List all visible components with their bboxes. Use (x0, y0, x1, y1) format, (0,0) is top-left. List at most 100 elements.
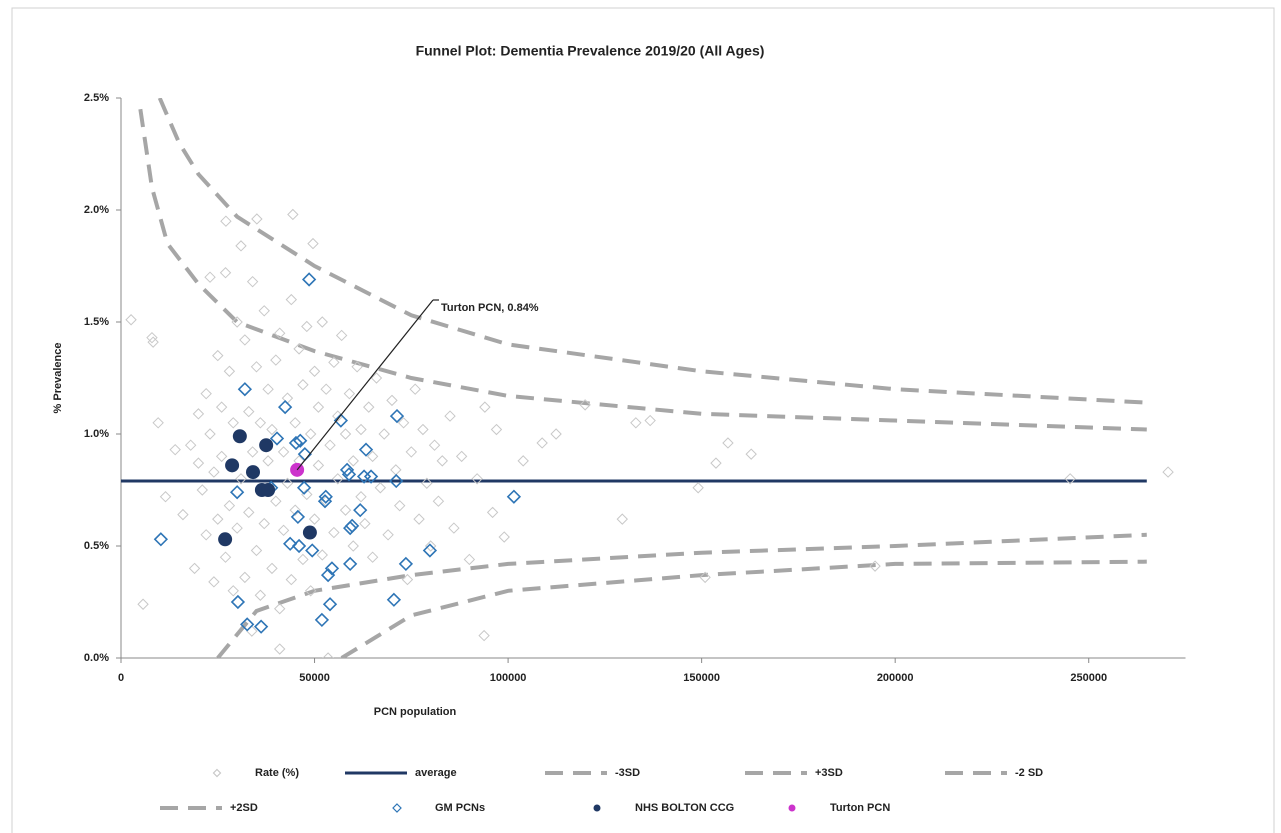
legend-label: GM PCNs (435, 802, 485, 814)
point (125, 314, 137, 326)
point (243, 506, 255, 519)
point (347, 540, 359, 552)
point (308, 365, 321, 377)
point (302, 525, 317, 540)
point (308, 513, 321, 525)
point (215, 401, 228, 413)
point (262, 455, 274, 467)
point (363, 401, 375, 413)
point (355, 491, 367, 503)
point (490, 423, 503, 436)
legend-label: average (415, 767, 457, 779)
point (204, 428, 216, 440)
point (296, 480, 312, 495)
x-tick-label: 150000 (683, 672, 720, 684)
point (251, 213, 263, 225)
point (262, 383, 274, 395)
point (259, 438, 274, 453)
legend-label: -3SD (615, 767, 640, 779)
point (277, 446, 290, 458)
point (192, 457, 205, 469)
point (304, 585, 317, 597)
legend-label: NHS BOLTON CCG (635, 802, 734, 814)
point (281, 477, 294, 489)
point (374, 482, 387, 494)
y-tick-label: 0.0% (84, 652, 109, 664)
point (745, 448, 757, 460)
point (486, 506, 499, 519)
point (153, 532, 169, 547)
point (243, 405, 255, 418)
point (239, 571, 251, 584)
point (710, 457, 722, 469)
point (305, 543, 320, 558)
point (370, 372, 383, 384)
point (314, 612, 330, 628)
point (324, 439, 336, 451)
point (322, 597, 338, 612)
point (289, 417, 301, 429)
x-tick-label: 100000 (490, 672, 527, 684)
point (274, 327, 286, 339)
point (444, 410, 456, 422)
point (428, 439, 441, 451)
point (250, 544, 263, 557)
point (169, 443, 181, 456)
point (378, 428, 390, 440)
point (152, 417, 164, 429)
point (630, 417, 642, 429)
point (254, 589, 267, 601)
point (287, 208, 299, 221)
point (536, 437, 548, 449)
point (231, 316, 243, 328)
x-tick-label: 200000 (877, 672, 914, 684)
point (301, 320, 313, 333)
point (293, 433, 308, 448)
point (270, 354, 282, 366)
point (297, 379, 309, 391)
x-tick-label: 50000 (299, 672, 330, 684)
point (471, 473, 483, 485)
point (355, 423, 367, 436)
point (283, 536, 298, 551)
point (215, 450, 228, 463)
point (436, 455, 448, 467)
point (223, 499, 236, 512)
point (1064, 473, 1076, 485)
y-tick-label: 2.5% (84, 92, 109, 104)
point (220, 215, 232, 227)
point (208, 576, 220, 588)
point (339, 504, 352, 516)
point (328, 526, 340, 539)
point (266, 423, 278, 436)
point (579, 399, 591, 411)
funnel-line (138, 108, 1147, 432)
point (277, 524, 290, 537)
point (317, 494, 333, 509)
point (137, 598, 149, 610)
point (212, 513, 224, 525)
point (240, 617, 255, 632)
legend-label: +3SD (815, 767, 843, 779)
point (223, 365, 236, 377)
point (424, 540, 437, 552)
point (324, 561, 340, 576)
point (498, 531, 510, 543)
point (401, 573, 414, 586)
y-tick-label: 2.0% (84, 204, 109, 216)
point (506, 489, 522, 504)
point (1162, 466, 1174, 478)
point (463, 553, 476, 566)
point (146, 331, 158, 344)
point (291, 538, 307, 554)
x-tick-label: 250000 (1070, 672, 1107, 684)
point (177, 508, 189, 521)
point (320, 567, 336, 583)
point (382, 529, 394, 541)
x-axis-label: PCN population (374, 706, 457, 718)
point (246, 275, 259, 288)
point (288, 435, 304, 451)
point (318, 489, 333, 504)
point (389, 473, 404, 489)
